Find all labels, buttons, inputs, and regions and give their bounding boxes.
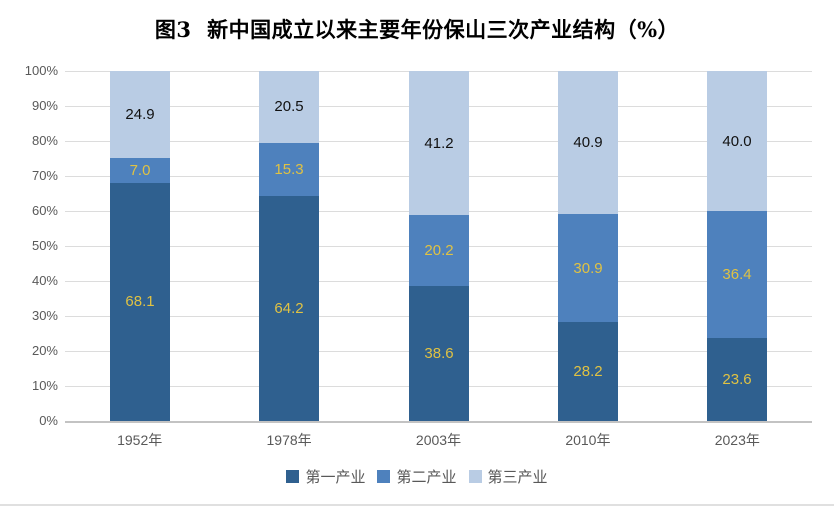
y-tick-label: 100%	[24, 63, 58, 78]
data-label: 36.4	[722, 266, 752, 284]
data-label: 15.3	[274, 161, 304, 179]
x-tick-label: 2023年	[714, 432, 760, 448]
bar-segment: 40.9	[558, 71, 618, 215]
plot-area: 68.1 7.0 24.9 64.2 15.3 20.5 38.6 20.2 41.2 28.2 3…	[65, 71, 812, 423]
legend-label: 第一产业	[305, 469, 366, 486]
bar-segment: 64.2	[259, 196, 319, 421]
legend-swatch-icon	[468, 470, 482, 483]
y-tick-label: 30%	[31, 308, 58, 323]
chart-title: 图3 新中国成立以来主要年份保山三次产业结构（%）	[154, 17, 680, 42]
bar-segment: 68.1	[110, 182, 170, 421]
bar-segment: 23.6	[707, 338, 767, 421]
y-tick-label: 10%	[31, 378, 58, 393]
data-label: 64.2	[274, 300, 304, 318]
x-axis: 1952年 1978年 2003年 2010年 2023年	[65, 430, 812, 452]
y-tick-label: 90%	[31, 98, 58, 113]
bar-segment: 41.2	[409, 71, 469, 216]
data-label: 20.5	[274, 98, 304, 116]
bar-segment: 20.2	[409, 215, 469, 286]
bar-segment: 15.3	[259, 142, 319, 197]
y-tick-label: 80%	[31, 133, 58, 148]
x-tick-label: 1952年	[117, 432, 163, 448]
bar-segment: 20.5	[259, 71, 319, 143]
legend-swatch-icon	[377, 470, 391, 483]
legend-item: 第二产业	[377, 466, 457, 487]
x-tick-label: 1978年	[266, 432, 312, 448]
bar-segment: 36.4	[707, 211, 767, 339]
bar-segment: 38.6	[409, 285, 469, 421]
bar-segment: 24.9	[110, 71, 170, 159]
y-tick-label: 50%	[31, 238, 58, 253]
legend-label: 第二产业	[396, 469, 457, 486]
data-label: 68.1	[125, 293, 155, 311]
legend-swatch-icon	[286, 470, 300, 483]
data-label: 41.2	[424, 134, 454, 152]
data-label: 30.9	[573, 259, 603, 277]
x-axis-baseline	[65, 421, 812, 423]
data-label: 24.9	[125, 106, 155, 124]
y-tick-label: 40%	[31, 273, 58, 288]
bar-segment: 28.2	[558, 322, 618, 421]
data-label: 40.9	[573, 134, 603, 152]
legend-label: 第三产业	[487, 469, 548, 486]
data-label: 23.6	[722, 371, 752, 389]
bar-segment: 30.9	[558, 214, 618, 323]
data-label: 7.0	[129, 161, 151, 179]
legend-item: 第三产业	[468, 466, 548, 487]
data-label: 40.0	[722, 132, 752, 150]
y-tick-label: 0%	[39, 413, 58, 428]
y-tick-label: 20%	[31, 343, 58, 358]
bar-segment: 40.0	[707, 71, 767, 211]
legend-item: 第一产业	[286, 466, 365, 487]
data-label: 38.6	[424, 344, 454, 362]
x-tick-label: 2010年	[565, 432, 611, 448]
y-axis: 100% 90% 80% 70% 60% 50% 40% 30% 20% 10% 0%	[0, 63, 58, 428]
page-divider-line	[0, 504, 834, 506]
y-tick-label: 70%	[31, 168, 58, 183]
data-label: 20.2	[424, 242, 454, 260]
data-label: 28.2	[573, 363, 603, 381]
x-tick-label: 2003年	[415, 432, 462, 448]
legend: 第一产业 第二产业 第三产业	[0, 466, 834, 487]
bar-segment: 7.0	[110, 158, 170, 183]
y-tick-label: 60%	[31, 203, 58, 218]
